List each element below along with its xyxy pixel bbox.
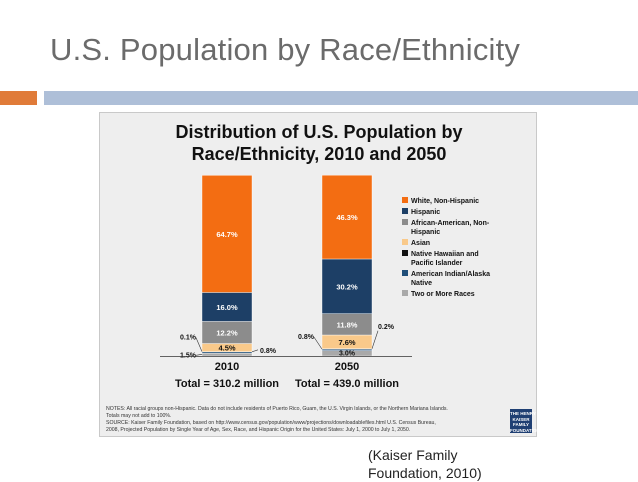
- total-label: Total = 310.2 million: [175, 378, 279, 390]
- legend-swatch: [402, 197, 408, 203]
- data-label: 12.2%: [216, 328, 238, 337]
- chart-figure: Distribution of U.S. Population by Race/…: [99, 112, 537, 437]
- kaiser-logo: THE HENRY J. KAISER FAMILY FOUNDATION: [510, 409, 532, 433]
- legend-label: Two or More Races: [411, 291, 475, 298]
- legend-label: Hispanic: [411, 209, 440, 216]
- data-label: 16.0%: [216, 303, 238, 312]
- source-caption: (Kaiser Family Foundation, 2010): [368, 446, 482, 482]
- note-line: NOTES: All racial groups non-Hispanic. D…: [106, 406, 506, 413]
- data-label: 46.3%: [336, 213, 358, 222]
- data-label: 1.5%: [180, 352, 197, 359]
- data-label: 7.6%: [338, 338, 355, 347]
- slide-title: U.S. Population by Race/Ethnicity: [50, 32, 520, 68]
- caption-line1: (Kaiser Family: [368, 446, 482, 464]
- leader-line: [196, 354, 202, 355]
- note-line: Totals may not add to 100%.: [106, 413, 506, 420]
- stacked-bar-chart: 4.5% 12.2% 16.0% 64.7% 1.5% 0.8% 0.1% 2010 Total…: [100, 113, 536, 403]
- note-line: 2008, Projected Population by Single Yea…: [106, 427, 506, 434]
- note-line: SOURCE: Kaiser Family Foundation, based …: [106, 420, 506, 427]
- legend-label: American Indian/Alaska: [411, 271, 490, 278]
- leader-line: [314, 337, 322, 349]
- legend-label: Native: [411, 280, 432, 287]
- data-label: 0.2%: [378, 324, 395, 331]
- chart-notes: NOTES: All racial groups non-Hispanic. D…: [106, 406, 506, 434]
- legend-label: White, Non-Hispanic: [411, 198, 479, 205]
- legend-label: Pacific Islander: [411, 260, 463, 267]
- data-label: 0.8%: [298, 334, 315, 341]
- legend-swatch: [402, 219, 408, 225]
- data-label: 64.7%: [216, 230, 238, 239]
- legend-swatch: [402, 250, 408, 256]
- x-tick-label: 2050: [335, 361, 359, 373]
- data-label: 11.8%: [337, 320, 358, 329]
- data-label: 0.1%: [180, 335, 197, 342]
- data-label: 0.8%: [260, 348, 277, 355]
- legend-swatch: [402, 239, 408, 245]
- accent-bar-orange: [0, 91, 37, 105]
- leader-line: [372, 331, 378, 349]
- legend-label: Hispanic: [411, 229, 440, 236]
- x-tick-label: 2010: [215, 361, 239, 373]
- data-label: 30.2%: [336, 282, 358, 291]
- accent-bar-blue: [44, 91, 638, 105]
- caption-line2: Foundation, 2010): [368, 464, 482, 482]
- legend-swatch: [402, 290, 408, 296]
- legend-swatch: [402, 270, 408, 276]
- leader-line: [196, 338, 202, 352]
- data-label: 4.5%: [218, 344, 235, 353]
- bar-segment: [202, 353, 252, 356]
- legend-label: Native Hawaiian and: [411, 251, 479, 258]
- legend-swatch: [402, 208, 408, 214]
- leader-line: [252, 350, 258, 352]
- legend-label: African-American, Non-: [411, 220, 490, 227]
- total-label: Total = 439.0 million: [295, 378, 399, 390]
- legend-label: Asian: [411, 240, 430, 247]
